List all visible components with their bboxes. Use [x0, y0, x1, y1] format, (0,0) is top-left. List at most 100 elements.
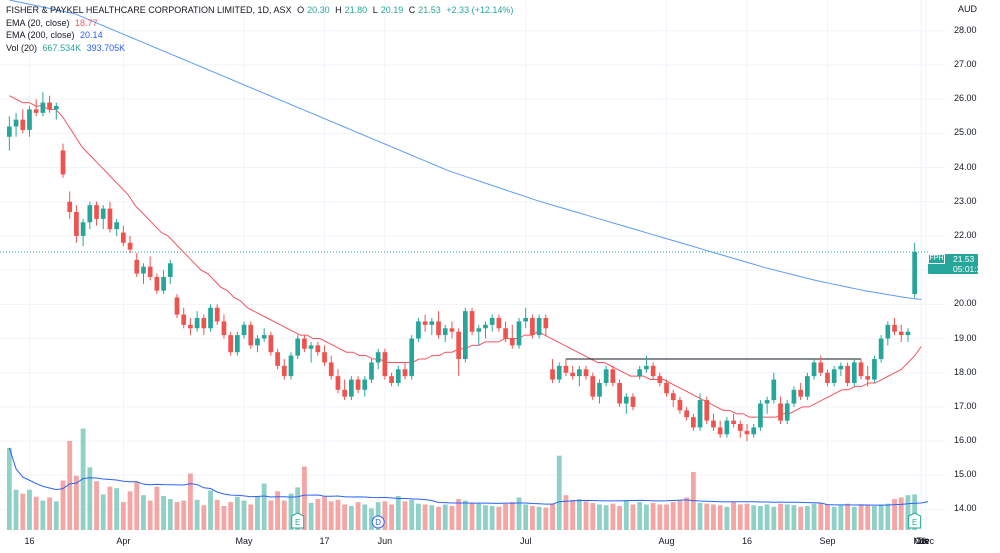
time-tick-label: 16	[24, 536, 35, 546]
event-marker[interactable]: E	[291, 512, 305, 529]
legend-ema200-row[interactable]: EMA (200, close) 20.14	[6, 29, 516, 42]
candle	[60, 143, 66, 178]
candle	[248, 321, 254, 349]
last-price-tag: FPH 21.53 05:01:22	[928, 254, 986, 274]
candle	[878, 335, 884, 363]
candle	[865, 365, 871, 387]
candle	[80, 218, 86, 247]
price-tick-label: 23.00	[954, 195, 977, 206]
candle-body	[40, 102, 46, 113]
candle-body	[543, 318, 549, 329]
candle	[670, 389, 676, 407]
volume-bar	[704, 503, 710, 530]
legend-volume-row[interactable]: Vol (20) 667.534K 393.705K	[6, 42, 516, 55]
volume-bar	[255, 496, 260, 530]
symbol-title[interactable]: FISHER & PAYKEL HEALTHCARE CORPORATION L…	[6, 5, 292, 15]
candle	[402, 362, 408, 380]
price-tick-label: 19.00	[954, 332, 977, 343]
candle	[141, 263, 146, 284]
candle-body	[597, 382, 602, 397]
candle	[208, 304, 213, 332]
time-tick-label: 17	[319, 536, 330, 546]
candle-body	[295, 338, 301, 356]
volume-bar	[489, 506, 495, 530]
volume-bar	[597, 504, 602, 530]
candle-body	[784, 403, 790, 421]
candle	[778, 396, 783, 424]
volume-bar	[684, 497, 690, 530]
volume-bar	[898, 497, 904, 530]
candle-body	[53, 106, 59, 110]
volume-bar	[603, 505, 609, 530]
volume-bar	[40, 500, 46, 530]
volume-bar	[355, 502, 361, 530]
candle	[603, 365, 609, 387]
candle	[469, 307, 475, 336]
volume-bar	[208, 490, 213, 530]
candle	[33, 99, 39, 117]
candle	[188, 318, 193, 336]
price-tick-label: 22.00	[954, 229, 977, 240]
volume-bar	[804, 506, 810, 530]
price-tick-label: 15.00	[954, 469, 977, 480]
event-marker[interactable]: E	[908, 512, 922, 529]
candle-body	[107, 208, 113, 230]
candle-body	[737, 424, 743, 431]
candle	[711, 413, 716, 431]
candle	[483, 321, 488, 339]
candle-body	[758, 403, 763, 428]
candle-body	[161, 276, 166, 291]
candle	[422, 314, 428, 332]
candle	[550, 359, 555, 383]
candle-body	[798, 389, 803, 397]
volume-ma-line	[8, 447, 929, 506]
candle-body	[33, 109, 39, 113]
earnings-marker-badge	[908, 512, 922, 529]
candle-body	[778, 403, 783, 421]
price-tick-label: 25.00	[954, 127, 977, 138]
candle	[241, 321, 247, 339]
legend-ema20-row[interactable]: EMA (20, close) 18.77	[6, 17, 516, 30]
volume-bar	[120, 502, 126, 530]
volume-bar	[301, 466, 307, 530]
candle	[214, 304, 220, 325]
time-tick-label: May	[235, 536, 253, 546]
candle-body	[657, 376, 663, 383]
candle	[382, 348, 388, 380]
event-marker[interactable]: D	[371, 515, 385, 529]
volume-bar	[167, 499, 173, 530]
ohlc-o-label: O	[297, 5, 305, 15]
candle-body	[248, 324, 254, 346]
candle-body	[818, 362, 824, 373]
candle-body	[825, 372, 830, 383]
volume-bar	[677, 500, 683, 530]
candle-body	[275, 352, 280, 366]
volume-bar	[516, 497, 522, 530]
volume-bar	[496, 506, 502, 530]
candle	[516, 318, 522, 349]
candle	[677, 396, 683, 414]
volume-bar	[415, 503, 421, 530]
candle-body	[94, 205, 99, 219]
candle-body	[13, 119, 19, 127]
candle-body	[349, 379, 354, 397]
candle-body	[27, 109, 32, 130]
volume-label: Vol (20)	[6, 42, 38, 53]
volume-bar	[73, 475, 79, 530]
candle-body	[496, 318, 502, 329]
candle	[851, 359, 857, 387]
volume-bar	[436, 506, 441, 530]
volume-bar	[275, 491, 281, 530]
candle-body	[389, 376, 394, 383]
candle	[442, 324, 448, 342]
volume-bar	[469, 502, 475, 530]
candle-body	[127, 242, 133, 250]
volume-bar	[483, 505, 488, 530]
candle	[771, 372, 777, 404]
candle-body	[47, 102, 52, 110]
volume-bar	[288, 493, 294, 530]
volume-bar	[637, 502, 643, 530]
candle	[717, 420, 723, 438]
